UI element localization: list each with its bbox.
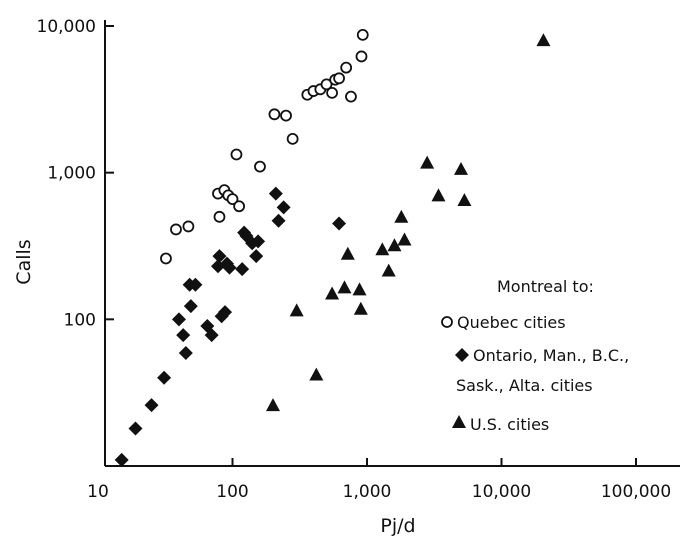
point-ontario-west <box>114 452 129 467</box>
point-ontario-west <box>268 186 283 201</box>
point-us <box>353 301 368 315</box>
y-tick-label: 10,000 <box>37 17 96 37</box>
point-us <box>387 238 402 252</box>
point-ontario-west <box>332 216 347 231</box>
point-us <box>375 242 390 256</box>
point-ontario-west <box>271 213 286 228</box>
point-us <box>536 33 551 47</box>
point-quebec <box>233 200 246 213</box>
point-ontario-west <box>218 305 233 320</box>
point-ontario-west <box>212 249 227 264</box>
data-points <box>114 28 551 467</box>
point-us <box>457 193 472 207</box>
y-axis-title: Calls <box>13 239 35 284</box>
point-us <box>325 286 340 300</box>
x-axis-title: Pj/d <box>380 515 415 537</box>
point-us <box>394 209 409 223</box>
point-us <box>431 188 446 202</box>
legend-title: Montreal to: <box>497 277 594 296</box>
point-quebec <box>355 50 368 63</box>
legend-entry-us: U.S. cities <box>470 415 549 434</box>
point-ontario-west <box>176 328 191 343</box>
legend: Montreal to: Quebec cities Ontario, Man.… <box>441 277 629 434</box>
point-us <box>289 303 304 317</box>
point-ontario-west <box>245 236 260 251</box>
point-ontario-west <box>157 370 172 385</box>
point-quebec <box>230 148 243 161</box>
point-ontario-west <box>235 262 250 277</box>
point-ontario-west <box>188 277 203 292</box>
point-us <box>265 398 280 412</box>
point-ontario-west <box>204 328 219 343</box>
point-quebec <box>254 160 266 173</box>
point-quebec <box>170 223 182 236</box>
x-tick-label: 1,000 <box>343 482 392 502</box>
legend-entry-ontario-line2: Sask., Alta. cities <box>456 376 593 395</box>
y-tick-label: 1,000 <box>47 164 96 184</box>
legend-entry-ontario-line1: Ontario, Man., B.C., <box>473 346 629 365</box>
point-quebec <box>280 109 292 122</box>
y-tick-label: 100 <box>64 310 96 330</box>
point-us <box>340 246 355 260</box>
point-quebec <box>226 193 239 206</box>
legend-marker-us <box>452 415 466 428</box>
point-us <box>397 232 412 246</box>
point-quebec <box>356 28 369 41</box>
point-quebec <box>333 72 345 85</box>
point-us <box>420 155 435 169</box>
point-quebec <box>345 90 357 103</box>
point-ontario-west <box>144 398 159 413</box>
legend-marker-ontario <box>455 348 469 362</box>
x-tick-label: 10 <box>87 482 109 502</box>
x-tick-label: 100 <box>216 482 248 502</box>
point-us <box>309 367 324 381</box>
x-tick-label: 100,000 <box>601 482 671 502</box>
point-ontario-west <box>249 249 264 264</box>
point-us <box>352 282 367 296</box>
point-quebec <box>340 61 353 74</box>
point-ontario-west <box>183 299 198 314</box>
legend-marker-quebec <box>441 316 453 328</box>
point-ontario-west <box>171 312 186 327</box>
axes <box>104 20 680 467</box>
point-quebec <box>182 220 195 233</box>
x-axis-ticks: 10 100 1,000 10,000 100,000 <box>87 458 671 502</box>
point-quebec <box>286 132 299 145</box>
point-ontario-west <box>128 421 143 436</box>
point-us <box>454 161 469 175</box>
point-ontario-west <box>222 260 237 275</box>
x-tick-label: 10,000 <box>472 482 531 502</box>
point-ontario-west <box>178 345 193 360</box>
point-quebec <box>213 210 226 223</box>
point-quebec <box>160 252 172 265</box>
legend-entry-quebec: Quebec cities <box>457 313 566 332</box>
point-quebec <box>326 86 338 99</box>
point-quebec <box>268 108 281 121</box>
point-ontario-west <box>251 234 266 249</box>
point-us <box>381 263 396 277</box>
y-axis-ticks: 100 1,000 10,000 <box>37 17 114 330</box>
point-us <box>337 280 352 294</box>
point-ontario-west <box>276 200 291 215</box>
